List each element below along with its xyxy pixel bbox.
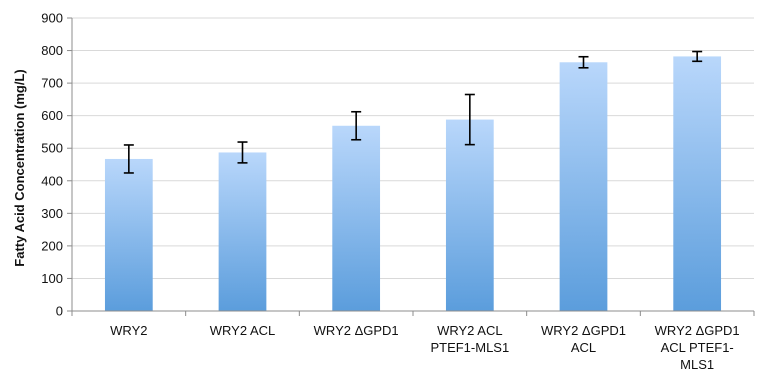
y-tick-label: 200 xyxy=(41,238,63,253)
labels: 0 100 200 300 400 500 600 700 800 900 WRY2 WRY2 ACL… xyxy=(41,11,739,373)
y-tick-label: 900 xyxy=(41,11,63,26)
error-bar xyxy=(464,93,475,146)
error-bar xyxy=(123,144,134,174)
y-axis-title: Fatty Acid Concentration (mg/L) xyxy=(12,69,27,266)
error-bar xyxy=(351,110,362,141)
bar xyxy=(218,152,267,311)
axes xyxy=(67,17,755,316)
bar xyxy=(673,56,722,311)
error-bar xyxy=(578,55,589,69)
y-tick-label: 500 xyxy=(41,141,63,156)
bar xyxy=(445,119,494,311)
x-tick-label: WRY2 ΔGPD1 ACL PTEF1-MLS1 xyxy=(655,323,740,372)
y-tick-label: 400 xyxy=(41,173,63,188)
error-bars xyxy=(123,50,703,174)
y-tick-label: 600 xyxy=(41,108,63,123)
x-tick-label: WRY2 ΔGPD1 xyxy=(314,323,399,338)
bar xyxy=(332,125,381,312)
gridlines xyxy=(72,17,754,279)
y-tick-label: 100 xyxy=(41,271,63,286)
x-tick-label: WRY2 ACL xyxy=(210,323,276,338)
y-tick-label: 0 xyxy=(56,304,63,319)
y-tick-label: 700 xyxy=(41,76,63,91)
x-tick-label: WRY2 ACL PTEF1-MLS1 xyxy=(430,323,509,355)
y-tick-label: 800 xyxy=(41,43,63,58)
bar xyxy=(104,158,153,311)
x-tick-label: WRY2 ΔGPD1 ACL xyxy=(541,323,626,355)
bars xyxy=(104,56,722,312)
x-tick-label: WRY2 xyxy=(110,323,147,338)
error-bar xyxy=(692,50,703,63)
bar xyxy=(559,62,608,311)
y-tick-label: 300 xyxy=(41,206,63,221)
error-bar xyxy=(237,141,248,164)
